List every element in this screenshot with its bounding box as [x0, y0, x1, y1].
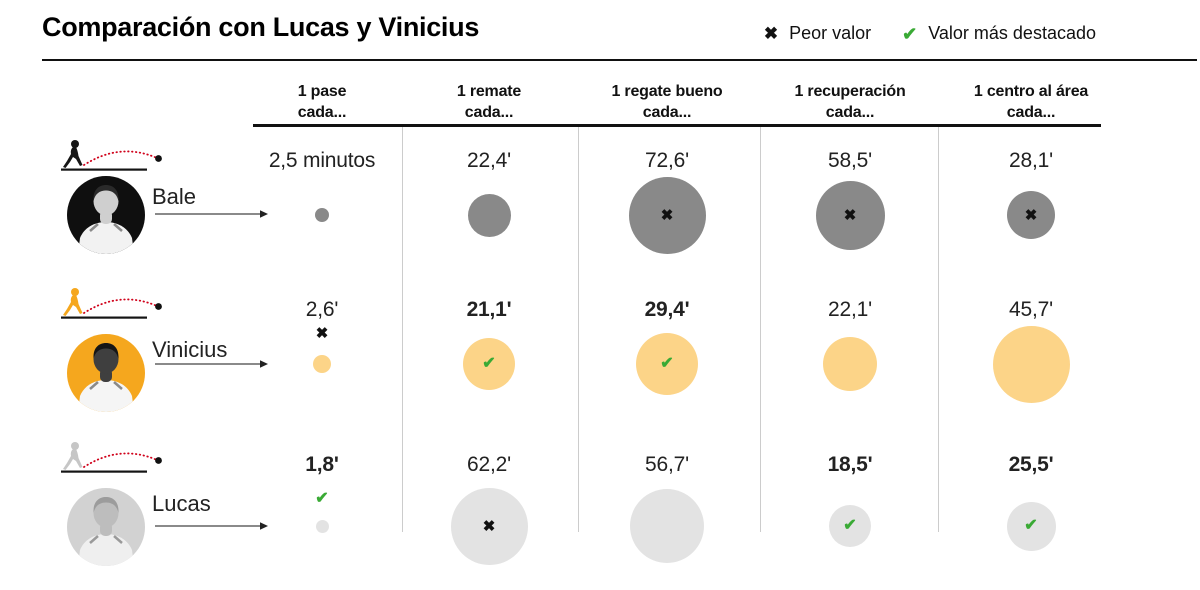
column-divider: [402, 127, 403, 532]
column-header-centro: 1 centro al área cada...: [941, 81, 1121, 123]
column-header-line2: cada...: [825, 104, 875, 121]
column-header-line1: 1 pase: [297, 83, 347, 100]
metric-value: 22,4': [467, 149, 511, 172]
worst-mark-icon: ✖: [660, 206, 674, 224]
value-bubble: ✔: [1006, 501, 1056, 551]
first-column-mark: ✔: [309, 490, 335, 508]
metric-value: 1,8': [305, 453, 339, 476]
best-mark-icon: ✔: [315, 489, 329, 507]
player-avatar-vinicius: [67, 334, 145, 412]
kick-trajectory-icon: [61, 140, 162, 171]
metric-value: 25,5': [1008, 453, 1054, 476]
metric-value: 2,6': [305, 298, 339, 321]
legend: ✖ Peor valor ✔ Valor más destacado: [764, 23, 1096, 44]
column-header-recuperacion: 1 recuperación cada...: [760, 81, 940, 123]
page-title: Comparación con Lucas y Vinicius: [42, 12, 480, 42]
column-header-line2: cada...: [642, 104, 692, 121]
best-mark-icon: ✔: [482, 355, 496, 372]
column-header-line2: cada...: [1006, 104, 1056, 121]
player-name: Vinicius: [152, 337, 228, 362]
metric-value: 58,5': [828, 149, 872, 172]
metric-value: 29,4': [644, 298, 690, 321]
column-header-line1: 1 remate: [456, 83, 522, 100]
player-name: Bale: [152, 184, 197, 209]
column-divider: [938, 127, 939, 532]
value-bubble: [315, 208, 329, 222]
metric-value: 2,5 minutos: [268, 149, 376, 172]
trajectory-arc: [83, 298, 158, 314]
best-mark-icon: ✔: [1024, 517, 1038, 534]
player-name: Lucas: [152, 491, 211, 516]
player-avatar-bale: [67, 176, 145, 254]
column-header-pase: 1 pase cada...: [232, 81, 412, 123]
kick-trajectory-icon: [61, 288, 162, 319]
header-divider: [253, 124, 1101, 127]
metric-value: 72,6': [645, 149, 689, 172]
metric-value: 56,7': [645, 453, 689, 476]
worst-mark-icon: ✖: [1024, 206, 1038, 224]
value-bubble: ✖: [1007, 191, 1055, 239]
column-header-line1: 1 centro al área: [973, 83, 1089, 100]
ball-dot: [155, 303, 162, 310]
column-divider: [578, 127, 579, 532]
worst-mark-icon: ✖: [843, 206, 857, 224]
trajectory-arc: [83, 150, 158, 166]
ball-dot: [155, 155, 162, 162]
value-bubble: ✖: [815, 180, 885, 250]
value-bubble: [992, 325, 1070, 403]
trajectory-arc: [83, 452, 158, 468]
value-bubble: ✔: [463, 338, 515, 390]
value-bubble: [315, 519, 329, 533]
metric-value: 21,1': [466, 298, 512, 321]
worst-mark-icon: ✖: [315, 325, 329, 342]
check-icon: ✔: [902, 23, 918, 44]
column-divider: [760, 127, 761, 532]
arrow-icon: [155, 360, 268, 368]
value-bubble: ✔: [636, 333, 698, 395]
arrow-icon: [155, 522, 268, 530]
worst-mark-icon: ✖: [482, 517, 496, 535]
legend-worst-label: Peor valor: [789, 23, 872, 43]
x-icon: ✖: [763, 24, 779, 43]
column-header-remate: 1 remate cada...: [399, 81, 579, 123]
value-bubble: ✖: [628, 176, 706, 254]
column-header-line2: cada...: [297, 104, 347, 121]
player-avatar-lucas: [67, 488, 145, 566]
metric-value: 22,1': [828, 298, 872, 321]
metric-value: 28,1': [1009, 149, 1053, 172]
column-header-regate: 1 regate bueno cada...: [577, 81, 757, 123]
value-bubble: [313, 355, 331, 373]
metric-value: 18,5': [827, 453, 873, 476]
value-bubble: ✖: [450, 487, 528, 565]
title-divider: [42, 59, 1197, 61]
best-mark-icon: ✔: [660, 355, 674, 372]
value-bubble: [823, 337, 877, 391]
column-header-line2: cada...: [464, 104, 514, 121]
value-bubble: [630, 489, 704, 563]
value-bubble: [467, 193, 511, 237]
first-column-mark: ✖: [309, 325, 335, 343]
kick-trajectory-icon: [61, 442, 162, 473]
column-header-line1: 1 recuperación: [794, 83, 906, 100]
value-bubble: ✔: [829, 505, 871, 547]
ball-dot: [155, 457, 162, 464]
arrow-icon: [155, 210, 268, 218]
column-header-line1: 1 regate bueno: [611, 83, 723, 100]
metric-value: 45,7': [1009, 298, 1053, 321]
metric-value: 62,2': [467, 453, 511, 476]
legend-best-label: Valor más destacado: [928, 23, 1096, 43]
best-mark-icon: ✔: [843, 517, 857, 534]
